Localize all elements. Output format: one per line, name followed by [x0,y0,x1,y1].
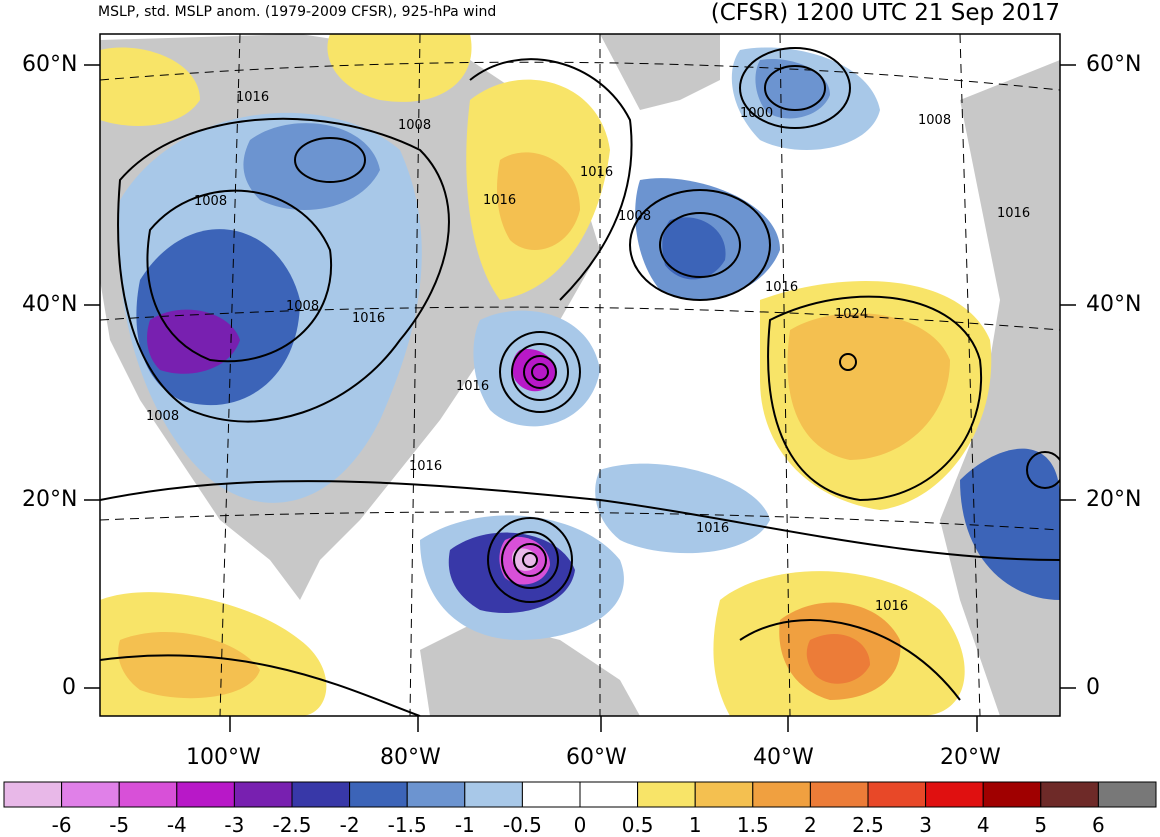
colorbar-tick-label: 2 [804,813,817,837]
map-frame [99,33,1061,717]
lat-label-left: 40°N [22,292,78,317]
colorbar-swatch [521,781,581,808]
anomaly-canada-low [243,123,380,210]
anomaly-east-atlantic-low [960,448,1060,600]
lat-label-right: 0 [1086,675,1100,700]
colorbar-tick-label: 1.5 [736,813,769,837]
isobar-label: 1008 [398,118,431,133]
anomaly-atlantic-mid-core [662,217,726,280]
anomaly-top-high [327,34,472,102]
isobar-label-group: 1016 1008 1016 1008 1016 1008 1016 1016 … [146,90,1030,614]
lon-label: 40°W [753,745,814,770]
colorbar [3,781,1157,808]
anomaly-azores-high-core [787,313,950,460]
lon-label: 100°W [186,745,261,770]
colorbar-swatch [61,781,120,808]
colorbar-swatch [752,781,811,808]
isobar-label: 1016 [236,90,269,105]
colorbar-tick-label: -2 [339,813,360,837]
chart-date-title: (CFSR) 1200 UTC 21 Sep 2017 [710,0,1060,26]
isobar-label: 1016 [875,599,908,614]
colorbar-swatch [176,781,235,808]
colorbar-tick-label: 5 [1034,813,1048,837]
colorbar-swatch [867,781,927,808]
map-canvas [100,34,1060,716]
colorbar-swatch [1097,781,1157,808]
isobar-label: 1000 [740,106,773,121]
colorbar-swatch [406,781,466,808]
anomaly-tropical-atlantic [595,463,770,554]
isobar-label: 1016 [352,311,385,326]
graticule [100,34,1060,716]
lat-label-left: 20°N [22,487,78,512]
colorbar-swatch [349,781,408,808]
colorbar-tick-label: -0.5 [502,813,542,837]
isobars [100,47,1060,716]
lat-label-right: 20°N [1086,487,1142,512]
anomaly-hurricane-north-core [512,349,556,392]
land-south-america [420,620,640,716]
anomaly-pacific-high-core [118,631,261,699]
anomaly-northwest-high [100,47,200,126]
lat-label-left: 0 [62,675,76,700]
colorbar-tick-label: 6 [1092,813,1105,837]
colorbar-tick-label: 0.5 [621,813,654,837]
lat-label-left: 60°N [22,52,78,77]
colorbar-tick-label: -1 [454,813,475,837]
isobar-label: 1016 [997,206,1030,221]
isobar-label: 1024 [835,307,868,322]
colorbar-swatch [118,781,178,808]
isobar-label: 1008 [618,209,651,224]
isobar-label: 1016 [483,193,516,208]
colorbar-tick-label: -5 [109,813,130,837]
anomaly-west-us-center [147,309,240,374]
isobar-label: 1016 [580,165,613,180]
colorbar-swatch [809,781,869,808]
colorbar-swatch [291,781,351,808]
colorbar-swatch [233,781,293,808]
colorbar-tick-label: 2.5 [852,813,884,837]
isobar-label: 1008 [918,113,951,128]
colorbar-tick-label: -4 [166,813,187,837]
colorbar-tick-label: 4 [976,813,990,837]
isobar-label: 1016 [696,521,729,536]
anomaly-west-africa-center [806,634,870,684]
chart-title: MSLP, std. MSLP anom. (1979-2009 CFSR), … [98,4,497,20]
isobar-label: 1008 [146,409,179,424]
colorbar-tick-label: -3 [224,813,245,837]
isobar-label: 1016 [765,280,798,295]
colorbar-tick-label: 3 [919,813,932,837]
lat-label-right: 60°N [1086,52,1142,77]
lat-label-right: 40°N [1086,292,1142,317]
colorbar-tick-label: -2.5 [272,813,312,837]
colorbar-swatch [3,781,63,808]
anomaly-nw-atlantic-high-core [497,152,580,250]
colorbar-tick-label: 0 [573,813,587,837]
isobar-label: 1016 [409,459,442,474]
lon-label: 80°W [380,745,441,770]
lon-label: 20°W [940,745,1001,770]
colorbar-swatch [694,781,754,808]
axis-ticks [84,64,1076,732]
isobar-label: 1008 [194,194,227,209]
colorbar-swatch [579,781,639,808]
colorbar-tick-label: -1.5 [387,813,427,837]
colorbar-swatch [1040,781,1099,808]
colorbar-tick-label: 1 [688,813,702,837]
colorbar-swatch [464,781,523,808]
isobar-label: 1008 [286,299,319,314]
colorbar-tick-label: -6 [51,813,72,837]
lon-label: 60°W [566,745,627,770]
land-greenland [600,34,720,110]
colorbar-swatch [982,781,1042,808]
colorbar-swatch [637,781,696,808]
isobar-label: 1016 [456,379,489,394]
colorbar-swatch [925,781,984,808]
